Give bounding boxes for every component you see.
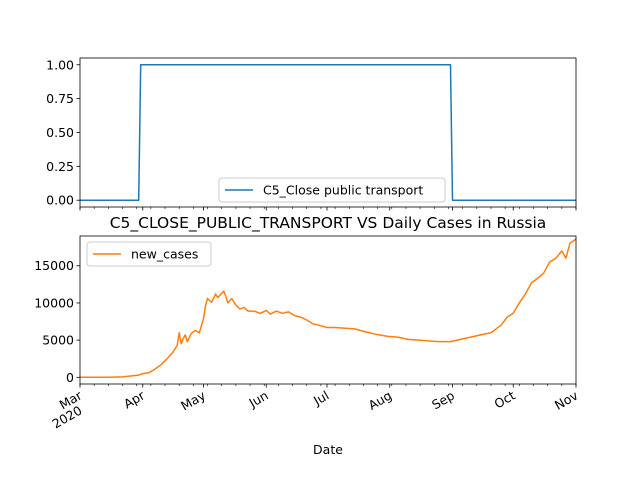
x-tick-label: Sep	[429, 388, 457, 413]
series-line-0	[79, 238, 577, 379]
x-tick-label: Aug	[366, 388, 395, 413]
y-tick-label: 0.75	[46, 91, 74, 106]
y-tick-label: 0.00	[46, 193, 74, 208]
x-axis-label: Date	[313, 442, 343, 457]
y-tick-label: 0.25	[46, 159, 74, 174]
y-tick-label: 15000	[34, 258, 74, 273]
series-line-0	[80, 64, 576, 201]
y-tick-label: 5000	[42, 333, 74, 348]
y-tick-label: 1.00	[46, 57, 74, 72]
y-tick-label: 0	[66, 370, 74, 385]
x-tick-label: Jun	[245, 388, 270, 411]
legend-label: C5_Close public transport	[263, 183, 423, 198]
y-tick-label: 10000	[34, 295, 74, 310]
axes-frame	[79, 235, 577, 385]
x-tick-label: Jul	[310, 388, 331, 409]
legend-box	[218, 177, 446, 203]
y-tick-label: 0.50	[46, 125, 74, 140]
x-tick-label: Nov	[552, 387, 581, 412]
x-tick-label: May	[178, 387, 208, 413]
x-tick-label: Apr	[121, 387, 148, 411]
legend-box	[86, 241, 212, 267]
top-chart-axes: 0.00 0.25 0.50 0.75 1.00 C5_Close public tran…	[46, 57, 577, 211]
legend-label: new_cases	[131, 247, 198, 262]
chart-title: C5_CLOSE_PUBLIC_TRANSPORT VS Daily Cases…	[110, 214, 547, 233]
x-tick-label: Oct	[492, 388, 518, 412]
